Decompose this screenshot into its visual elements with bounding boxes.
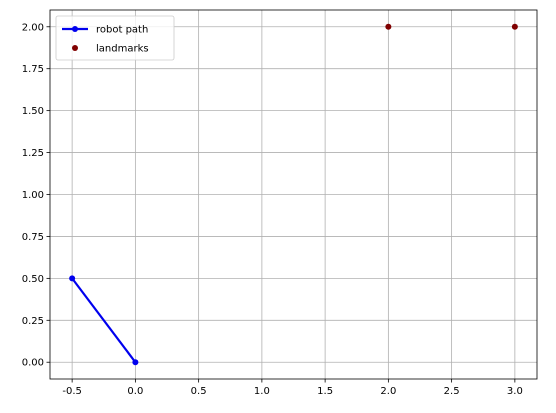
series-landmarks — [385, 23, 518, 30]
grid — [50, 10, 537, 379]
legend-marker-swatch — [72, 45, 78, 51]
y-tick-label: 1.00 — [22, 190, 44, 201]
data-point — [132, 359, 139, 366]
y-axis-ticks: 0.00 0.25 0.50 0.75 1.00 1.25 1.50 1.75 2.00 — [22, 22, 50, 369]
y-tick-label: 0.50 — [22, 274, 44, 285]
x-tick-label: 2.5 — [444, 386, 460, 397]
y-tick-label: 0.25 — [22, 316, 44, 327]
series-line — [71, 277, 137, 363]
y-tick-label: 1.50 — [22, 106, 44, 117]
y-tick-label: 2.00 — [22, 22, 44, 33]
x-axis-ticks: -0.5 0.0 0.5 1.0 1.5 2.0 2.5 3.0 — [62, 379, 523, 397]
legend-item: landmarks — [72, 44, 149, 55]
y-tick-label: 0.00 — [22, 358, 44, 369]
plot-series — [69, 23, 518, 366]
x-tick-label: 1.5 — [317, 386, 333, 397]
series-robot-path — [69, 275, 139, 366]
data-point — [511, 23, 518, 30]
x-tick-label: 0.0 — [127, 386, 143, 397]
y-tick-label: 0.75 — [22, 232, 44, 243]
legend-label: robot path — [96, 25, 148, 36]
y-tick-label: 1.75 — [22, 64, 44, 75]
x-tick-label: 0.5 — [191, 386, 207, 397]
x-tick-label: 1.0 — [254, 386, 270, 397]
legend-box — [55, 15, 175, 61]
x-tick-label: 2.0 — [380, 386, 396, 397]
data-point — [69, 275, 76, 282]
x-tick-label: 3.0 — [507, 386, 523, 397]
data-point — [385, 23, 392, 30]
y-tick-label: 1.25 — [22, 148, 44, 159]
x-tick-label: -0.5 — [62, 386, 82, 397]
legend-marker-swatch — [72, 26, 78, 32]
legend-item: robot path — [62, 25, 148, 36]
legend-label: landmarks — [96, 44, 149, 55]
legend: robot path landmarks — [55, 15, 175, 61]
